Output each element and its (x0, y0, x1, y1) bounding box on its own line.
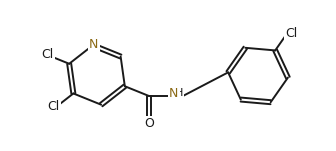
Text: Cl: Cl (285, 27, 297, 40)
Text: N: N (89, 38, 98, 51)
Text: Cl: Cl (48, 100, 60, 113)
Text: O: O (144, 117, 154, 130)
Text: H: H (175, 88, 183, 98)
Text: Cl: Cl (42, 48, 54, 61)
Text: N: N (169, 87, 179, 100)
